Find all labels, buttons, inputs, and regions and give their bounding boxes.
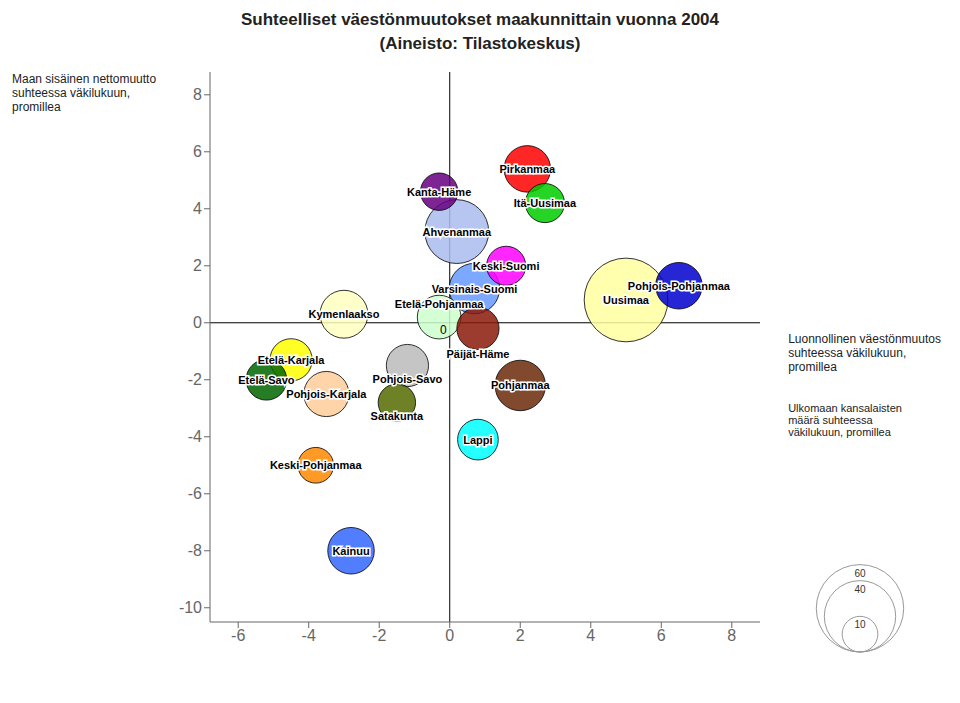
svg-text:Satakunta: Satakunta xyxy=(371,410,424,422)
svg-text:Pohjois-Pohjanmaa: Pohjois-Pohjanmaa xyxy=(628,280,731,292)
html-text:Luonnollinen väestönmuutos suh: Luonnollinen väestönmuutos suhteessa väk… xyxy=(788,332,941,374)
svg-text:-2: -2 xyxy=(188,371,202,388)
svg-text:Pohjanmaa: Pohjanmaa xyxy=(491,379,551,391)
svg-text:0: 0 xyxy=(445,627,454,644)
svg-text:2: 2 xyxy=(193,257,202,274)
html-text:(Aineisto: Tilastokeskus): (Aineisto: Tilastokeskus) xyxy=(379,34,581,53)
svg-text:0: 0 xyxy=(440,323,447,337)
svg-text:60: 60 xyxy=(855,568,867,579)
svg-text:-6: -6 xyxy=(188,485,202,502)
svg-text:Itä-Uusimaa: Itä-Uusimaa xyxy=(514,197,577,209)
svg-text:Kymenlaakso: Kymenlaakso xyxy=(309,308,380,320)
svg-text:Keski-Suomi: Keski-Suomi xyxy=(473,260,540,272)
html-text:Ulkomaan kansalaisten määrä su: Ulkomaan kansalaisten määrä suhteessa vä… xyxy=(788,402,902,438)
svg-text:Pohjois-Karjala: Pohjois-Karjala xyxy=(286,388,367,400)
svg-text:Kanta-Häme: Kanta-Häme xyxy=(407,186,471,198)
svg-text:Uusimaa: Uusimaa xyxy=(603,294,650,306)
svg-text:0: 0 xyxy=(193,314,202,331)
svg-text:Etelä-Savo: Etelä-Savo xyxy=(238,374,295,386)
svg-text:Päijät-Häme: Päijät-Häme xyxy=(447,348,510,360)
svg-text:-4: -4 xyxy=(188,428,202,445)
svg-text:4: 4 xyxy=(586,627,595,644)
svg-text:-8: -8 xyxy=(188,542,202,559)
svg-text:Etelä-Karjala: Etelä-Karjala xyxy=(258,354,326,366)
html-text:Maan sisäinen nettomuutto suht: Maan sisäinen nettomuutto suhteessa väki… xyxy=(12,72,157,114)
svg-text:Keski-Pohjanmaa: Keski-Pohjanmaa xyxy=(270,459,363,471)
svg-text:2: 2 xyxy=(516,627,525,644)
svg-text:Ahvenanmaa: Ahvenanmaa xyxy=(423,226,492,238)
svg-text:8: 8 xyxy=(727,627,736,644)
html-text:Suhteelliset väestönmuutokset: Suhteelliset väestönmuutokset maakunnitt… xyxy=(241,10,719,29)
svg-text:-2: -2 xyxy=(372,627,386,644)
svg-text:Lappi: Lappi xyxy=(463,434,492,446)
svg-text:6: 6 xyxy=(193,143,202,160)
svg-text:10: 10 xyxy=(855,619,867,630)
svg-text:Pirkanmaa: Pirkanmaa xyxy=(500,163,557,175)
svg-text:40: 40 xyxy=(855,584,867,595)
svg-text:Kainuu: Kainuu xyxy=(333,545,370,557)
svg-text:-4: -4 xyxy=(302,627,316,644)
svg-text:Etelä-Pohjanmaa: Etelä-Pohjanmaa xyxy=(395,298,485,310)
svg-text:4: 4 xyxy=(193,200,202,217)
svg-text:8: 8 xyxy=(193,86,202,103)
svg-text:Varsinais-Suomi: Varsinais-Suomi xyxy=(432,283,518,295)
svg-text:6: 6 xyxy=(657,627,666,644)
svg-text:-10: -10 xyxy=(179,599,202,616)
svg-text:-6: -6 xyxy=(231,627,245,644)
svg-text:Pohjois-Savo: Pohjois-Savo xyxy=(373,373,443,385)
